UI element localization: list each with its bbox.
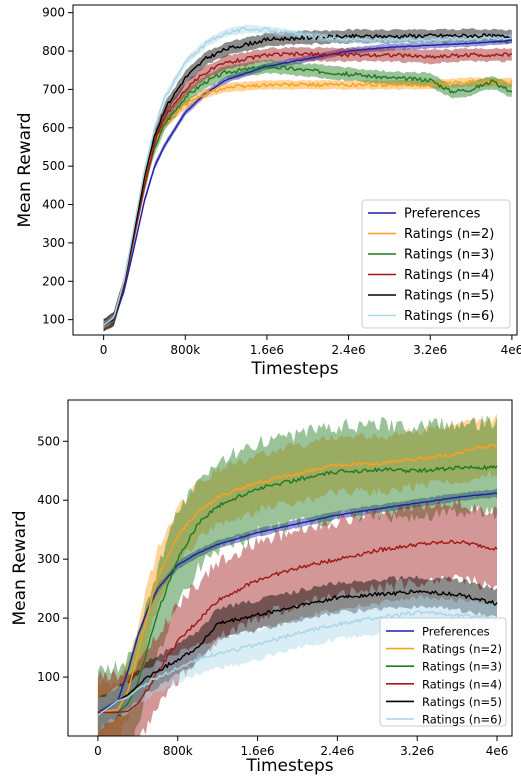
x-tick-label: 0: [100, 343, 108, 357]
y-tick-label: 300: [42, 236, 65, 250]
legend-entry: Ratings (n=4): [422, 677, 502, 691]
legend-entry: Ratings (n=6): [422, 713, 502, 727]
x-axis-title: Timesteps: [250, 359, 338, 379]
legend-entry: Preferences: [422, 625, 490, 639]
y-tick-label: 100: [42, 313, 65, 327]
y-axis-title: Mean Reward: [10, 510, 30, 625]
series-line-2: [103, 64, 513, 326]
x-tick-label: 800k: [163, 744, 193, 758]
legend: Preferences Ratings (n=2) Ratings (n=3) Rat…: [379, 617, 507, 727]
y-tick-label: 300: [37, 552, 60, 566]
series-line-1: [97, 443, 498, 714]
series-line-0: [97, 492, 498, 714]
x-tick-label: 4e6: [486, 744, 509, 758]
series-line-0: [103, 39, 512, 327]
y-tick-label: 600: [42, 121, 65, 135]
x-tick-label: 3.2e6: [413, 343, 447, 357]
x-tick-label: 800k: [170, 343, 200, 357]
series-line-1: [103, 79, 513, 326]
x-tick-label: 0: [94, 744, 102, 758]
y-tick-label: 900: [42, 6, 65, 20]
y-tick-label: 800: [42, 44, 65, 58]
y-tick-label: 700: [42, 82, 65, 96]
x-tick-label: 3.2e6: [400, 744, 434, 758]
axes-frame: [72, 4, 518, 336]
x-tick-label: 2.4e6: [320, 744, 354, 758]
chart-bottom: 0 800k 1.6e6 2.4e6 3.2e6 4e6 100 200 300 400 500 Ti…: [10, 399, 513, 776]
series-line-4: [103, 33, 513, 326]
axes-frame: [67, 399, 513, 737]
plot-area: [103, 24, 513, 333]
legend-entry: Ratings (n=3): [404, 248, 494, 263]
x-tick-label: 1.6e6: [250, 343, 284, 357]
x-tick-label: 2.4e6: [332, 343, 366, 357]
legend-entry: Ratings (n=6): [404, 309, 494, 324]
x-tick-label: 4e6: [501, 343, 521, 357]
y-tick-label: 200: [37, 611, 60, 625]
legend-entry: Ratings (n=3): [422, 660, 502, 674]
plot-area: [97, 413, 498, 736]
y-axis-title: Mean Reward: [15, 112, 35, 227]
legend-box: [361, 199, 511, 329]
series-band-3: [97, 498, 497, 736]
legend-entry: Ratings (n=5): [422, 695, 502, 709]
y-tick-label: 500: [42, 159, 65, 173]
legend-entry: Preferences: [404, 207, 481, 222]
series-band-2: [103, 59, 512, 333]
series-line-3: [103, 51, 512, 326]
legend-box: [379, 617, 507, 727]
y-tick-label: 400: [37, 493, 60, 507]
y-tick-label: 400: [42, 198, 65, 212]
legend-entry: Ratings (n=5): [404, 289, 494, 304]
chart-top: 0 800k 1.6e6 2.4e6 3.2e6 4e6 100 200 300 400 500 60…: [15, 4, 521, 379]
legend: Preferences Ratings (n=2) Ratings (n=3) Rat…: [361, 199, 511, 329]
series-line-5: [97, 610, 498, 716]
series-line-3: [97, 539, 498, 714]
series-line-2: [97, 465, 498, 714]
legend-entry: Ratings (n=4): [404, 268, 494, 283]
series-band-4: [97, 575, 498, 730]
legend-entry: Ratings (n=2): [404, 227, 494, 242]
series-band-2: [97, 414, 497, 736]
legend-entry: Ratings (n=2): [422, 642, 502, 656]
x-tick-label: 1.6e6: [241, 744, 275, 758]
y-tick-label: 500: [37, 434, 60, 448]
x-axis-title: Timesteps: [245, 756, 333, 776]
y-tick-label: 100: [37, 670, 60, 684]
series-line-5: [103, 27, 513, 326]
y-tick-label: 200: [42, 274, 65, 288]
series-band-1: [97, 413, 497, 736]
series-line-4: [97, 589, 498, 716]
